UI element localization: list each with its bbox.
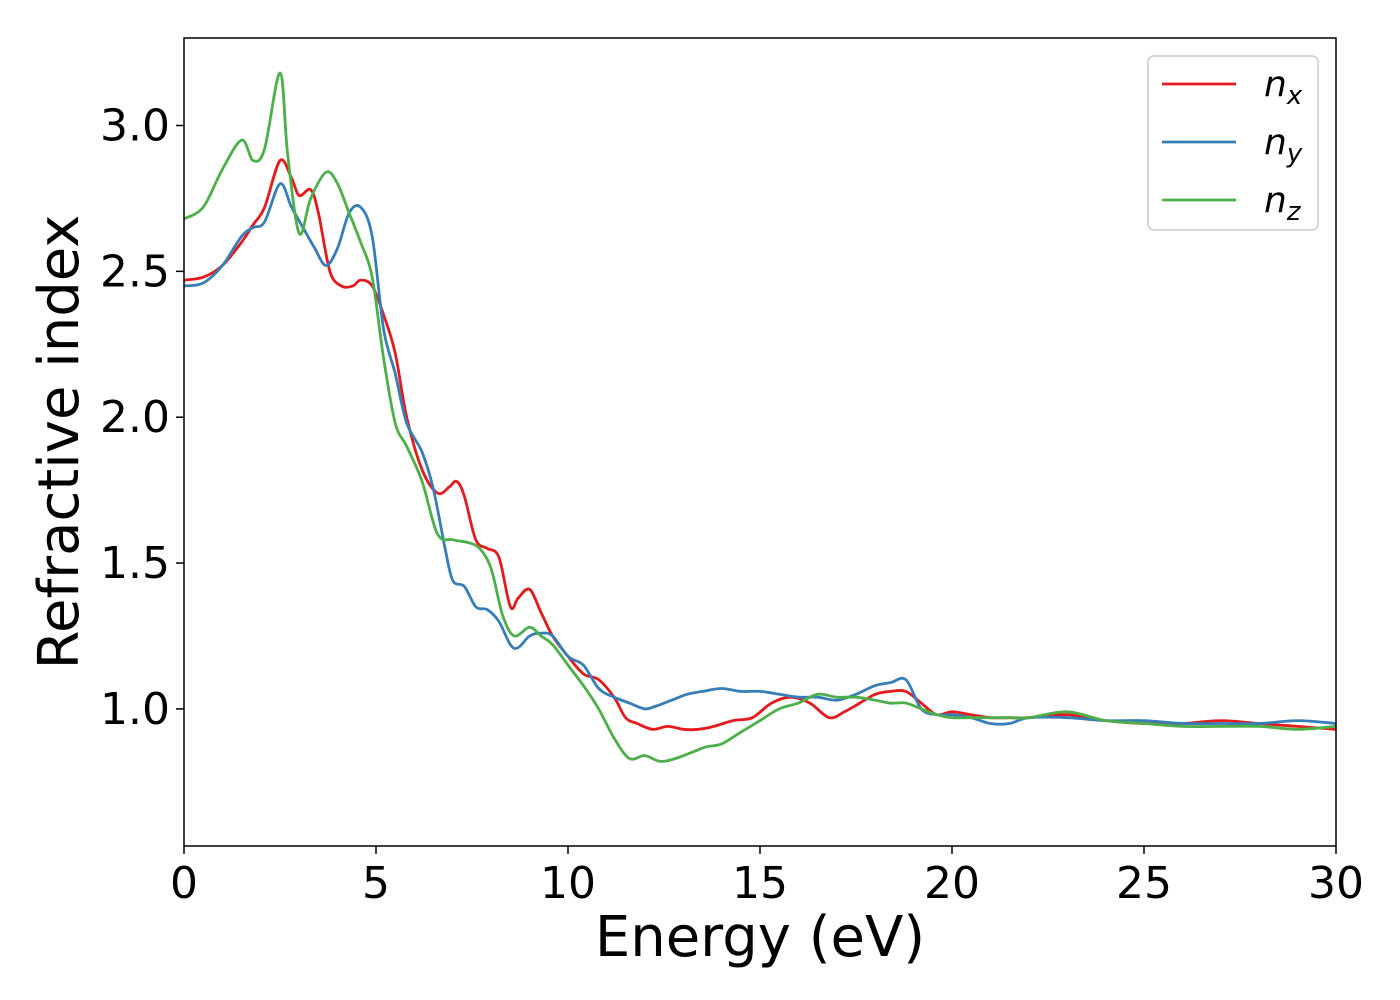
- y-tick-label: 1.5: [100, 538, 170, 589]
- legend-label-ny: ny: [1264, 122, 1303, 169]
- y-tick-label: 2.0: [100, 392, 170, 443]
- y-axis-label: Refractive index: [27, 215, 92, 670]
- series-line-nx: [183, 158, 1337, 732]
- y-tick-label: 3.0: [100, 101, 170, 152]
- x-axis-ticks: 0 5 10 15 20 25 30: [170, 846, 1364, 909]
- x-axis-label: Energy (eV): [595, 905, 925, 970]
- series-lines: [183, 71, 1337, 763]
- y-tick-label: 2.5: [100, 246, 170, 297]
- legend: nx ny nz: [1147, 55, 1319, 231]
- x-tick-label: 20: [924, 858, 980, 909]
- x-tick-label: 15: [732, 858, 788, 909]
- legend-label-nx: nx: [1264, 64, 1303, 111]
- x-tick-label: 5: [362, 858, 390, 909]
- x-tick-label: 0: [170, 858, 198, 909]
- x-tick-label: 30: [1308, 858, 1364, 909]
- legend-label-nz: nz: [1264, 180, 1302, 227]
- y-tick-label: 1.0: [100, 684, 170, 735]
- y-axis-ticks: 1.0 1.5 2.0 2.5 3.0: [100, 101, 184, 735]
- x-tick-label: 10: [540, 858, 596, 909]
- series-line-nz: [183, 71, 1337, 763]
- x-tick-label: 25: [1116, 858, 1172, 909]
